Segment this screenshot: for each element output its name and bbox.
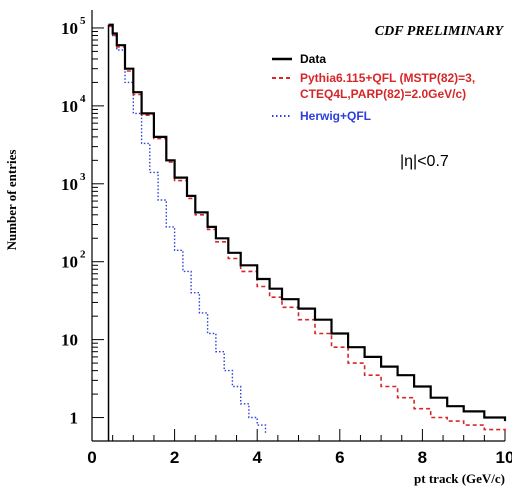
- legend: Data Pythia6.115+QFL (MSTP(82)=3, CTEQ4L…: [272, 52, 479, 123]
- x-tick-label: 6: [335, 448, 344, 467]
- y-tick-exponent: 5: [80, 15, 86, 27]
- y-tick-exponent: 3: [80, 171, 86, 183]
- y-tick-exponent: 4: [80, 93, 86, 105]
- x-tick-label: 10: [496, 448, 512, 467]
- series-curves: [107, 23, 507, 441]
- y-tick-label: 10: [61, 331, 78, 350]
- x-tick-label: 0: [87, 448, 96, 467]
- series-line-herwig: [108, 24, 267, 435]
- series-line-data: [108, 23, 507, 422]
- series-line-pythia: [108, 25, 506, 435]
- x-tick-label: 4: [252, 448, 262, 467]
- y-tick-label: 10: [61, 19, 78, 38]
- y-axis-label: Number of entries: [4, 150, 19, 251]
- legend-label-data: Data: [300, 52, 326, 66]
- legend-label-herwig: Herwig+QFL: [300, 109, 371, 123]
- preliminary-annotation: CDF PRELIMINARY: [375, 24, 505, 39]
- legend-label-pythia-line2: CTEQ4L,PARP(82)=2.0GeV/c): [300, 87, 466, 101]
- y-tick-label: 10: [61, 253, 78, 272]
- legend-label-pythia-line1: Pythia6.115+QFL (MSTP(82)=3,: [300, 71, 475, 85]
- y-tick-exponent: 2: [80, 249, 86, 261]
- eta-annotation: |η|<0.7: [400, 153, 449, 170]
- x-axis-label: pt track (GeV/c): [414, 471, 505, 486]
- y-tick-label: 1: [70, 409, 79, 428]
- legend-label-pythia: Pythia6.115+QFL (MSTP(82)=3, CTEQ4L,PARP…: [300, 71, 479, 101]
- y-tick-label: 10: [61, 97, 78, 116]
- x-tick-label: 8: [418, 448, 427, 467]
- x-tick-label: 2: [170, 448, 179, 467]
- y-tick-label: 10: [61, 175, 78, 194]
